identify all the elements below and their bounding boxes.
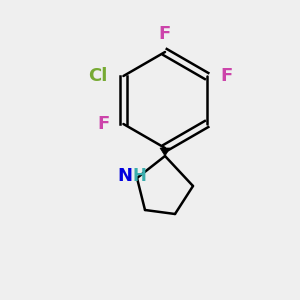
Text: F: F — [159, 25, 171, 43]
Text: Cl: Cl — [88, 67, 107, 85]
Text: N: N — [117, 167, 132, 185]
Text: F: F — [220, 67, 233, 85]
Polygon shape — [160, 148, 170, 156]
Text: H: H — [133, 167, 147, 185]
Text: F: F — [97, 115, 110, 133]
